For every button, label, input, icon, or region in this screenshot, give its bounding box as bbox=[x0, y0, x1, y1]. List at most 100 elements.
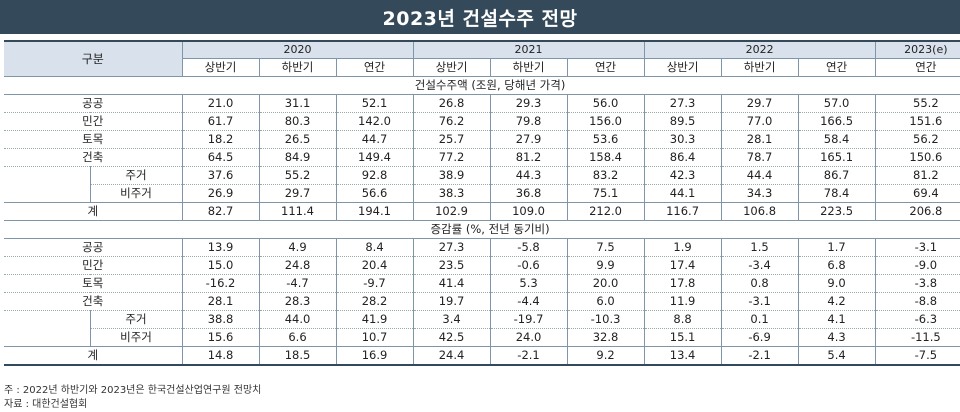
value-cell: -19.7 bbox=[489, 310, 568, 329]
value-cell: 28.3 bbox=[258, 292, 336, 311]
value-cell: 151.6 bbox=[874, 112, 960, 131]
value-cell: 27.3 bbox=[412, 238, 491, 257]
value-cell: -3.8 bbox=[874, 274, 960, 293]
row-label: 건축 bbox=[4, 292, 182, 311]
total-value-cell: 223.5 bbox=[797, 202, 876, 221]
value-cell: 21.0 bbox=[181, 94, 259, 113]
value-cell: 29.7 bbox=[720, 94, 799, 113]
value-cell: 38.9 bbox=[412, 166, 491, 185]
value-cell: 165.1 bbox=[797, 148, 876, 167]
construction-orders-table: 구분 2020 2021 2022 2023(e) 상반기 하반기 연간 상반기… bbox=[4, 40, 960, 366]
total-value-cell: -7.5 bbox=[874, 346, 960, 366]
value-cell: 10.7 bbox=[335, 328, 414, 347]
value-cell: 28.1 bbox=[181, 292, 259, 311]
value-cell: -3.1 bbox=[720, 292, 799, 311]
value-cell: 6.8 bbox=[797, 256, 876, 275]
value-cell: 56.6 bbox=[335, 184, 414, 203]
value-cell: 81.2 bbox=[874, 166, 960, 185]
value-cell: 0.1 bbox=[720, 310, 799, 329]
row-label: 공공 bbox=[4, 238, 182, 257]
value-cell: -6.9 bbox=[720, 328, 799, 347]
value-cell: 4.2 bbox=[797, 292, 876, 311]
value-cell: -5.8 bbox=[489, 238, 568, 257]
value-cell: 15.1 bbox=[643, 328, 722, 347]
total-value-cell: 14.8 bbox=[181, 346, 259, 366]
value-cell: 77.0 bbox=[720, 112, 799, 131]
value-cell: 29.7 bbox=[258, 184, 336, 203]
value-cell: 32.8 bbox=[566, 328, 645, 347]
value-cell: 4.1 bbox=[797, 310, 876, 329]
indent-cell bbox=[4, 185, 90, 203]
value-cell: 69.4 bbox=[874, 184, 960, 203]
value-cell: 9.0 bbox=[797, 274, 876, 293]
table-row: 주거 37.6 55.2 92.8 38.9 44.3 83.2 42.3 44.4 86.7 81… bbox=[4, 166, 960, 185]
table-row: 민간 15.0 24.8 20.4 23.5 -0.6 9.9 17.4 -3.4 6.8 -9.0 bbox=[4, 256, 960, 275]
value-cell: 6.0 bbox=[566, 292, 645, 311]
total-value-cell: 109.0 bbox=[489, 202, 568, 221]
row-label: 토목 bbox=[4, 274, 182, 293]
value-cell: 29.3 bbox=[489, 94, 568, 113]
total-value-cell: 13.4 bbox=[643, 346, 722, 366]
value-cell: 58.4 bbox=[797, 130, 876, 149]
value-cell: 41.9 bbox=[335, 310, 414, 329]
period-header: 연간 bbox=[874, 58, 960, 77]
value-cell: 4.3 bbox=[797, 328, 876, 347]
value-cell: 78.4 bbox=[797, 184, 876, 203]
table-row: 비주거 26.9 29.7 56.6 38.3 36.8 75.1 44.1 34.3 78.4 6… bbox=[4, 184, 960, 203]
total-value-cell: 102.9 bbox=[412, 202, 491, 221]
value-cell: 1.5 bbox=[720, 238, 799, 257]
value-cell: 8.4 bbox=[335, 238, 414, 257]
period-header: 하반기 bbox=[489, 58, 568, 77]
year-header: 2021 bbox=[412, 40, 645, 59]
value-cell: 18.2 bbox=[181, 130, 259, 149]
value-cell: 156.0 bbox=[566, 112, 645, 131]
value-cell: 6.6 bbox=[258, 328, 336, 347]
total-label: 계 bbox=[4, 346, 182, 366]
value-cell: 5.3 bbox=[489, 274, 568, 293]
value-cell: 20.4 bbox=[335, 256, 414, 275]
value-cell: 27.9 bbox=[489, 130, 568, 149]
total-value-cell: 82.7 bbox=[181, 202, 259, 221]
value-cell: 89.5 bbox=[643, 112, 722, 131]
value-cell: -10.3 bbox=[566, 310, 645, 329]
total-value-cell: 116.7 bbox=[643, 202, 722, 221]
total-row: 계 14.8 18.5 16.9 24.4 -2.1 9.2 13.4 -2.1 5.4 -7.5 bbox=[4, 346, 960, 366]
period-header: 상반기 bbox=[181, 58, 259, 77]
value-cell: 79.8 bbox=[489, 112, 568, 131]
value-cell: -16.2 bbox=[181, 274, 259, 293]
value-cell: 28.1 bbox=[720, 130, 799, 149]
value-cell: 30.3 bbox=[643, 130, 722, 149]
value-cell: 57.0 bbox=[797, 94, 876, 113]
value-cell: 27.3 bbox=[643, 94, 722, 113]
indent-cell bbox=[4, 167, 90, 185]
value-cell: 17.4 bbox=[643, 256, 722, 275]
total-value-cell: 206.8 bbox=[874, 202, 960, 221]
row-label: 비주거 bbox=[89, 184, 182, 203]
value-cell: 77.2 bbox=[412, 148, 491, 167]
year-header: 2023(e) bbox=[874, 40, 960, 59]
total-row: 계 82.7 111.4 194.1 102.9 109.0 212.0 116.7 106.8… bbox=[4, 202, 960, 221]
period-header: 상반기 bbox=[643, 58, 722, 77]
total-value-cell: 111.4 bbox=[258, 202, 336, 221]
value-cell: 13.9 bbox=[181, 238, 259, 257]
table-row: 민간 61.7 80.3 142.0 76.2 79.8 156.0 89.5 77.0 166.… bbox=[4, 112, 960, 131]
table-row: 토목 18.2 26.5 44.7 25.7 27.9 53.6 30.3 28.1 58.4 56… bbox=[4, 130, 960, 149]
value-cell: 15.0 bbox=[181, 256, 259, 275]
period-header: 하반기 bbox=[720, 58, 799, 77]
table-row: 건축 28.1 28.3 28.2 19.7 -4.4 6.0 11.9 -3.1 4.2 -8.8 bbox=[4, 292, 960, 311]
value-cell: 37.6 bbox=[181, 166, 259, 185]
value-cell: 44.4 bbox=[720, 166, 799, 185]
page-title: 2023년 건설수주 전망 bbox=[0, 0, 960, 34]
value-cell: 1.9 bbox=[643, 238, 722, 257]
value-cell: 92.8 bbox=[335, 166, 414, 185]
value-cell: 3.4 bbox=[412, 310, 491, 329]
value-cell: 41.4 bbox=[412, 274, 491, 293]
value-cell: 26.5 bbox=[258, 130, 336, 149]
footnote: 주 : 2022년 하반기와 2023년은 한국건설산업연구원 전망치 bbox=[4, 385, 262, 396]
value-cell: 86.4 bbox=[643, 148, 722, 167]
value-cell: 28.2 bbox=[335, 292, 414, 311]
value-cell: 38.3 bbox=[412, 184, 491, 203]
total-value-cell: 194.1 bbox=[335, 202, 414, 221]
period-header: 연간 bbox=[566, 58, 645, 77]
source-note: 자료 : 대한건설협회 bbox=[4, 399, 88, 410]
